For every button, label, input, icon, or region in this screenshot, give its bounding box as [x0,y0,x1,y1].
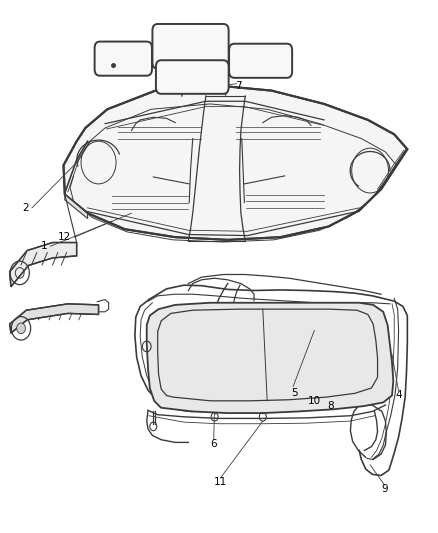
FancyBboxPatch shape [95,42,152,76]
Text: 11: 11 [214,478,227,487]
FancyBboxPatch shape [156,60,229,94]
Text: 5: 5 [291,389,298,398]
Polygon shape [10,243,77,287]
Polygon shape [65,195,88,219]
Polygon shape [147,303,393,413]
Text: 10: 10 [308,396,321,406]
Text: 9: 9 [381,484,388,494]
Polygon shape [10,304,99,333]
Text: 12: 12 [58,232,71,242]
FancyBboxPatch shape [152,24,229,69]
Text: 2: 2 [22,203,29,213]
FancyBboxPatch shape [229,44,292,78]
Text: 8: 8 [327,401,334,411]
Text: 4: 4 [395,391,402,400]
Text: 1: 1 [40,241,47,251]
Text: 6: 6 [210,439,217,449]
Polygon shape [64,85,407,240]
Circle shape [17,323,25,334]
Text: 7: 7 [235,82,242,91]
